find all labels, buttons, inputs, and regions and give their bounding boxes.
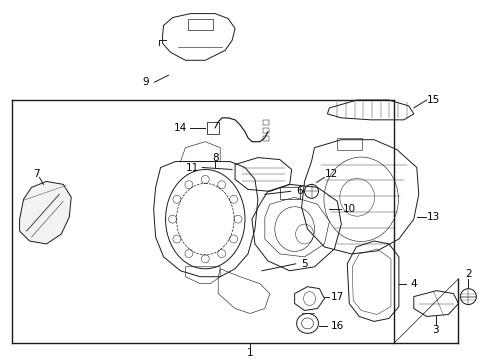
Text: 16: 16 [330,321,343,332]
Text: 10: 10 [342,204,355,214]
Text: 11: 11 [185,162,199,172]
Text: 6: 6 [296,186,302,196]
Text: 5: 5 [301,259,307,269]
Text: 12: 12 [324,170,337,180]
Text: 2: 2 [464,269,471,279]
Text: 9: 9 [142,77,149,87]
Polygon shape [20,181,71,244]
Text: 17: 17 [330,292,343,302]
Text: 3: 3 [431,325,438,336]
Text: 7: 7 [33,170,40,180]
Text: 15: 15 [426,95,439,105]
Text: 13: 13 [426,212,439,222]
Text: 1: 1 [246,348,253,358]
Text: 8: 8 [211,153,218,163]
Text: 4: 4 [409,279,416,289]
Text: 14: 14 [173,123,187,133]
